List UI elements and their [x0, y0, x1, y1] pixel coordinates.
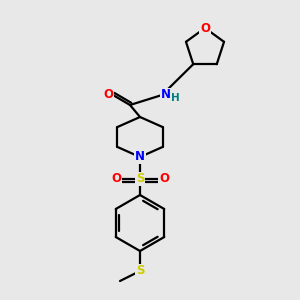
Text: O: O [111, 172, 121, 185]
Text: N: N [161, 88, 171, 101]
Text: S: S [136, 172, 144, 185]
Text: S: S [136, 265, 144, 278]
Text: N: N [135, 151, 145, 164]
Text: O: O [159, 172, 169, 185]
Text: O: O [103, 88, 113, 100]
Text: O: O [200, 22, 210, 34]
Text: H: H [171, 93, 179, 103]
